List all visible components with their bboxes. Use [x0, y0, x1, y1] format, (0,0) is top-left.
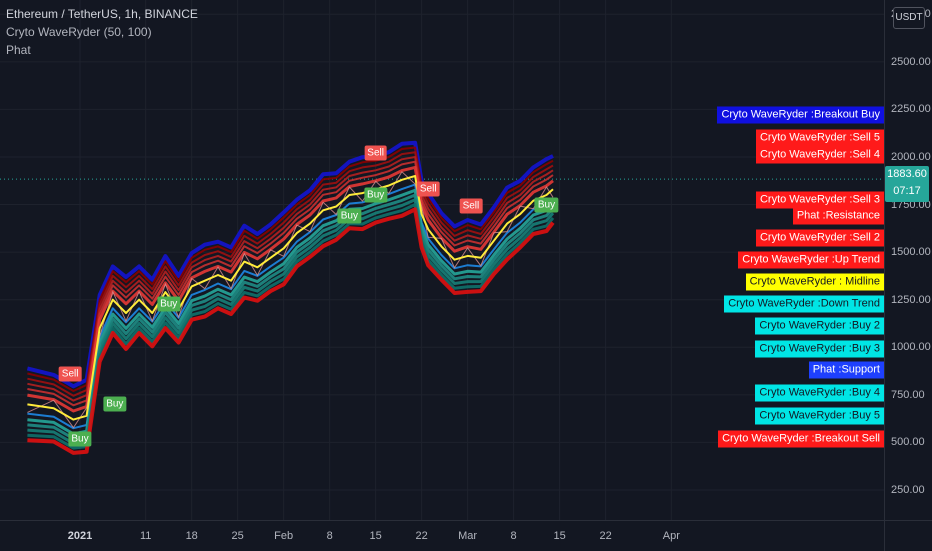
- price-tick-label: 1250.00: [891, 293, 931, 306]
- wave-band: [27, 193, 555, 441]
- symbol-title[interactable]: Ethereum / TetherUS, 1h, BINANCE: [6, 7, 198, 21]
- current-price-value: 1883.60: [887, 168, 927, 180]
- chart-legend: Ethereum / TetherUS, 1h, BINANCE Cryto W…: [6, 5, 198, 59]
- axis-corner: [884, 520, 932, 551]
- midline: [27, 175, 554, 421]
- buy-signal-marker: Buy: [337, 208, 361, 224]
- indicator-phat[interactable]: Phat: [6, 43, 31, 57]
- time-axis[interactable]: 2021 11 18 25 Feb 8 15 22 Mar 8 15 22 Apr: [0, 520, 884, 551]
- sell-signal-marker: Sell: [58, 366, 82, 382]
- price-axis[interactable]: 250.00 500.00 750.00 1000.00 1250.00 1500.00 1…: [884, 0, 932, 520]
- level-label: Phat :Resistance: [792, 207, 884, 225]
- level-label: Cryto WaveRyder :Buy 2: [755, 317, 884, 335]
- bar-countdown: 07:17: [893, 185, 921, 197]
- time-tick-label: 25: [231, 530, 244, 542]
- level-label: Cryto WaveRyder :Sell 4: [755, 146, 884, 164]
- wave-band: [27, 160, 554, 407]
- level-label: Cryto WaveRyder :Breakout Buy: [717, 106, 884, 124]
- wave-band: [27, 207, 555, 455]
- time-tick-label: 15: [369, 530, 382, 542]
- price-tick-label: 250.00: [891, 484, 925, 496]
- time-tick-label: Feb: [274, 530, 294, 542]
- wave-band: [27, 203, 555, 450]
- time-tick-label: 15: [553, 530, 566, 542]
- level-label: Cryto WaveRyder :Breakout Sell: [718, 430, 884, 448]
- price-tick-label: 2500.00: [891, 55, 931, 68]
- level-label: Cryto WaveRyder :Buy 3: [755, 340, 884, 358]
- time-tick-label: Mar: [458, 530, 478, 542]
- price-tick-label: 1000.00: [891, 341, 931, 354]
- currency-button[interactable]: USDT: [893, 7, 925, 29]
- time-tick-label: 8: [326, 530, 333, 542]
- time-tick-label: 22: [415, 530, 428, 542]
- level-label: Phat :Support: [808, 361, 884, 379]
- wave-band: [27, 151, 554, 397]
- price-candles: [27, 171, 554, 429]
- level-label: Cryto WaveRyder :Down Trend: [724, 295, 884, 312]
- time-tick-label: Apr: [662, 530, 680, 542]
- buy-signal-marker: Buy: [68, 431, 92, 447]
- buy-signal-marker: Buy: [157, 296, 181, 311]
- level-label: Cryto WaveRyder :Buy 4: [755, 384, 884, 402]
- price-chart[interactable]: [0, 0, 884, 520]
- level-label: Cryto WaveRyder :Sell 2: [755, 229, 884, 247]
- wave-band: [27, 146, 554, 392]
- time-tick-label: 11: [139, 530, 152, 542]
- buy-signal-marker: Buy: [534, 197, 559, 213]
- level-label: Cryto WaveRyder : Midline: [745, 273, 884, 291]
- time-tick-label: 8: [510, 530, 517, 542]
- price-tick-label: 500.00: [891, 436, 925, 449]
- level-label: Cryto WaveRyder :Sell 3: [755, 191, 884, 209]
- wave-band: [27, 156, 554, 402]
- level-label: Cryto WaveRyder :Up Trend: [738, 251, 884, 269]
- price-tick-label: 2250.00: [891, 103, 931, 116]
- level-label: Cryto WaveRyder :Sell 5: [755, 129, 884, 147]
- wave-band: [26, 140, 554, 389]
- time-tick-label: 22: [599, 530, 612, 542]
- sell-signal-marker: Sell: [416, 181, 440, 197]
- wave-band: [27, 188, 555, 436]
- price-tick-label: 750.00: [891, 388, 925, 401]
- sell-signal-marker: Sell: [459, 198, 483, 214]
- wave-band: [27, 198, 555, 445]
- wave-band: [27, 165, 554, 413]
- sell-signal-marker: Sell: [364, 145, 387, 161]
- price-tick-label: 2000.00: [891, 150, 931, 163]
- time-tick-label: 18: [185, 530, 198, 542]
- price-tick-label: 1500.00: [891, 246, 931, 259]
- time-tick-label: 2021: [67, 530, 93, 542]
- current-price-tag: 1883.60 07:17: [885, 166, 929, 202]
- level-label: Cryto WaveRyder :Buy 5: [755, 407, 884, 425]
- buy-signal-marker: Buy: [103, 396, 127, 412]
- buy-signal-marker: Buy: [364, 187, 388, 203]
- indicator-wave-ryder[interactable]: Cryto WaveRyder (50, 100): [6, 25, 152, 39]
